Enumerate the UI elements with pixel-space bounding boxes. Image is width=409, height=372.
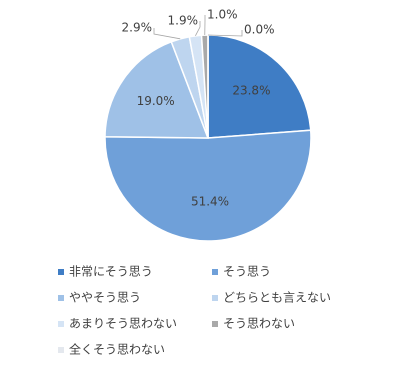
legend-label: どちらとも言えない [223,291,331,305]
legend-swatch [212,321,218,327]
legend-label: ややそう思う [69,291,141,305]
leader-line [153,28,181,40]
legend-label: 全くそう思わない [69,342,165,357]
data-label: 2.9% [122,21,153,35]
data-label: 1.0% [207,8,238,22]
pie-slice [104,40,210,139]
data-label: 1.9% [168,14,199,28]
data-label: 51.4% [191,194,229,208]
legend-swatch [58,321,64,327]
legend-label: あまりそう思わない [69,317,177,331]
legend-swatch [212,269,218,275]
legend-label: そう思う [223,265,271,279]
legend-swatch [212,295,218,301]
pie-slice [207,34,312,139]
legend-swatch [58,269,64,275]
legend-label: 非常にそう思う [69,265,153,279]
legend-swatch [58,347,64,353]
data-label: 19.0% [137,94,175,108]
legend-label: そう思わない [223,317,295,331]
data-label: 23.8% [232,84,270,98]
leader-line [207,30,243,37]
legend-swatch [58,295,64,301]
pie-slice [104,129,312,242]
data-label: 0.0% [244,23,275,37]
leader-line [195,21,201,36]
